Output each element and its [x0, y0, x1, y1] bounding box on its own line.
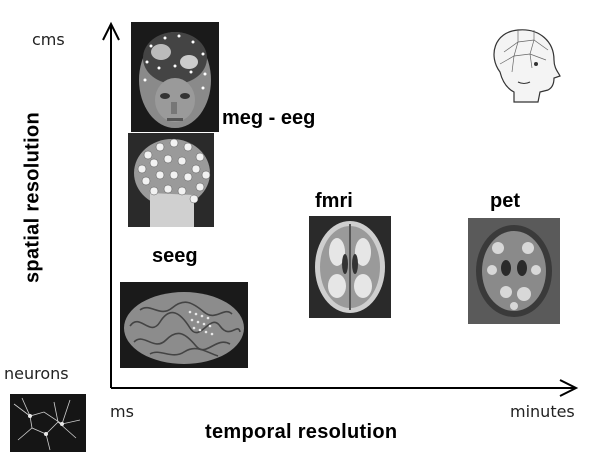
x-axis-arrowhead	[559, 379, 579, 397]
y-axis-title: spatial resolution	[21, 112, 44, 283]
seeg-brain-image	[120, 282, 248, 368]
x-left-label: ms	[110, 402, 134, 421]
neurons-label: neurons	[4, 364, 69, 383]
meg-head-image	[131, 22, 219, 132]
meg-eeg-label: meg - eeg	[222, 107, 316, 129]
x-axis-title: temporal resolution	[205, 421, 398, 443]
phrenology-head-image	[478, 22, 566, 108]
fmri-label: fmri	[315, 190, 353, 212]
pet-brain-image	[468, 218, 560, 324]
fmri-brain-image	[309, 216, 391, 318]
y-top-label: cms	[32, 30, 65, 49]
neurons-image	[10, 394, 86, 452]
x-right-label: minutes	[510, 402, 575, 421]
eeg-cap-image	[128, 133, 214, 227]
y-axis-arrowhead	[102, 21, 120, 41]
pet-label: pet	[490, 190, 520, 212]
seeg-label: seeg	[152, 245, 198, 267]
